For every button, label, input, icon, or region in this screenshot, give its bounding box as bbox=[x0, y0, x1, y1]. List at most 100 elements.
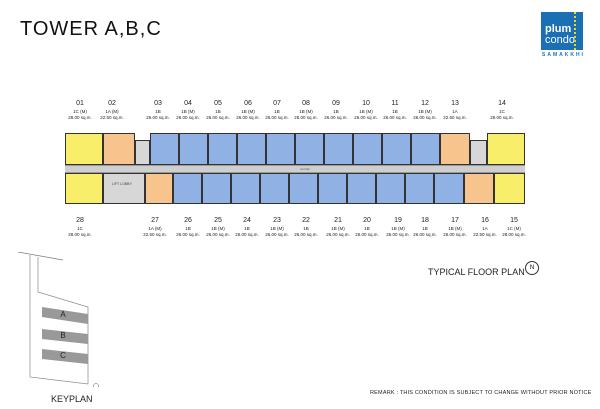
unit-number: 19 bbox=[394, 217, 402, 224]
unit-area: 22.50 sq.m. bbox=[443, 115, 467, 120]
top-unit-08 bbox=[295, 133, 324, 165]
bottom-unit-26 bbox=[173, 173, 202, 204]
unit-area: 26.00 sq.m. bbox=[206, 232, 230, 237]
unit-type: 1B bbox=[392, 109, 398, 114]
unit-area: 22.50 sq.m. bbox=[100, 115, 124, 120]
logo-line1: plum bbox=[545, 23, 572, 35]
unit-number: 14 bbox=[498, 100, 506, 107]
logo-subtitle: SAMAKKHI bbox=[542, 52, 585, 58]
unit-area: 26.00 sq.m. bbox=[206, 115, 230, 120]
keyplan-map: A B C bbox=[17, 252, 99, 387]
top-unit-10 bbox=[353, 133, 382, 165]
bottom-unit-17 bbox=[434, 173, 464, 204]
unit-number: 18 bbox=[421, 217, 429, 224]
top-unit-11 bbox=[382, 133, 411, 165]
top-unit-07 bbox=[266, 133, 295, 165]
lift-lobby bbox=[103, 173, 145, 204]
unit-number: 16 bbox=[481, 217, 489, 224]
unit-area: 26.00 sq.m. bbox=[236, 115, 260, 120]
bottom-unit-16 bbox=[464, 173, 494, 204]
unit-number: 02 bbox=[108, 100, 116, 107]
unit-area: 26.00 sq.m. bbox=[265, 115, 289, 120]
unit-type: 1B (M) bbox=[331, 226, 345, 231]
unit-area: 26.00 sq.m. bbox=[413, 232, 437, 237]
top-unit-09 bbox=[324, 133, 353, 165]
unit-label-27: 27 1A (M) 22.50 sq.m. bbox=[135, 217, 175, 237]
unit-type: 1B bbox=[185, 226, 191, 231]
unit-type: 1B (M) bbox=[241, 109, 255, 114]
unit-number: 21 bbox=[334, 217, 342, 224]
unit-number: 04 bbox=[184, 100, 192, 107]
top-unit-04 bbox=[179, 133, 208, 165]
unit-type: 1B bbox=[333, 109, 339, 114]
unit-area: 26.00 sq.m. bbox=[235, 232, 259, 237]
unit-number: 17 bbox=[451, 217, 459, 224]
unit-type: 1B (M) bbox=[418, 109, 432, 114]
unit-number: 07 bbox=[273, 100, 281, 107]
corridor: corridor bbox=[65, 165, 525, 173]
unit-number: 20 bbox=[363, 217, 371, 224]
unit-number: 12 bbox=[421, 100, 429, 107]
unit-number: 10 bbox=[362, 100, 370, 107]
unit-number: 25 bbox=[214, 217, 222, 224]
unit-type: 1B bbox=[364, 226, 370, 231]
unit-label-11: 11 1B 26.00 sq.m. bbox=[375, 100, 415, 120]
unit-area: 26.00 sq.m. bbox=[386, 232, 410, 237]
unit-label-26: 26 1B 26.00 sq.m. bbox=[168, 217, 208, 237]
unit-area: 26.00 sq.m. bbox=[443, 232, 467, 237]
top-unit-06 bbox=[237, 133, 266, 165]
unit-type: 1B bbox=[244, 226, 250, 231]
corridor-label: corridor bbox=[300, 167, 311, 171]
unit-label-18: 18 1B 26.00 sq.m. bbox=[405, 217, 445, 237]
stair-core bbox=[135, 140, 150, 165]
bottom-unit-22 bbox=[289, 173, 318, 204]
top-unit-12 bbox=[411, 133, 440, 165]
unit-label-10: 10 1B (M) 26.00 sq.m. bbox=[346, 100, 386, 120]
unit-type: 1A (M) bbox=[105, 109, 119, 114]
bottom-unit-20 bbox=[347, 173, 376, 204]
plan-title: TYPICAL FLOOR PLAN bbox=[428, 267, 525, 277]
unit-number: 01 bbox=[76, 100, 84, 107]
keyplan-building-b bbox=[42, 329, 88, 344]
unit-number: 27 bbox=[151, 217, 159, 224]
unit-label-20: 20 1B 26.00 sq.m. bbox=[347, 217, 387, 237]
top-unit-13 bbox=[440, 133, 470, 165]
bottom-unit-15 bbox=[494, 173, 525, 204]
unit-type: 1B (M) bbox=[359, 109, 373, 114]
remark-note: REMARK : THIS CONDITION IS SUBJECT TO CH… bbox=[370, 390, 592, 396]
plum-condo-logo: plum condo bbox=[541, 12, 583, 50]
unit-label-17: 17 1B (M) 26.00 sq.m. bbox=[435, 217, 475, 237]
unit-type: 1B bbox=[155, 109, 161, 114]
unit-area: 26.00 sq.m. bbox=[146, 115, 170, 120]
unit-label-25: 25 1B (M) 26.00 sq.m. bbox=[198, 217, 238, 237]
top-unit-03 bbox=[150, 133, 179, 165]
bottom-unit-19 bbox=[376, 173, 405, 204]
unit-label-07: 07 1B 26.00 sq.m. bbox=[257, 100, 297, 120]
unit-label-24: 24 1B 26.00 sq.m. bbox=[227, 217, 267, 237]
unit-number: 09 bbox=[332, 100, 340, 107]
unit-type: 1B bbox=[215, 109, 221, 114]
unit-number: 23 bbox=[273, 217, 281, 224]
unit-type: 1B (M) bbox=[181, 109, 195, 114]
unit-area: 26.00 sq.m. bbox=[326, 232, 350, 237]
unit-type: 1B (M) bbox=[211, 226, 225, 231]
unit-type: 1B (M) bbox=[299, 109, 313, 114]
bottom-unit-24 bbox=[231, 173, 260, 204]
unit-label-01: 01 1C (M) 28.00 sq.m. bbox=[60, 100, 100, 120]
unit-label-09: 09 1B 26.00 sq.m. bbox=[316, 100, 356, 120]
top-unit-01 bbox=[65, 133, 103, 165]
unit-number: 03 bbox=[154, 100, 162, 107]
unit-label-04: 04 1B (M) 26.00 sq.m. bbox=[168, 100, 208, 120]
unit-number: 15 bbox=[510, 217, 518, 224]
bottom-unit-18 bbox=[405, 173, 434, 204]
unit-area: 28.00 sq.m. bbox=[68, 232, 92, 237]
unit-number: 26 bbox=[184, 217, 192, 224]
unit-area: 28.00 sq.m. bbox=[502, 232, 526, 237]
unit-area: 28.00 sq.m. bbox=[68, 115, 92, 120]
unit-type: 1C bbox=[499, 109, 505, 114]
stair-core bbox=[470, 140, 487, 165]
unit-type: 1A (M) bbox=[148, 226, 162, 231]
unit-number: 08 bbox=[302, 100, 310, 107]
unit-label-05: 05 1B 26.00 sq.m. bbox=[198, 100, 238, 120]
unit-area: 26.00 sq.m. bbox=[413, 115, 437, 120]
